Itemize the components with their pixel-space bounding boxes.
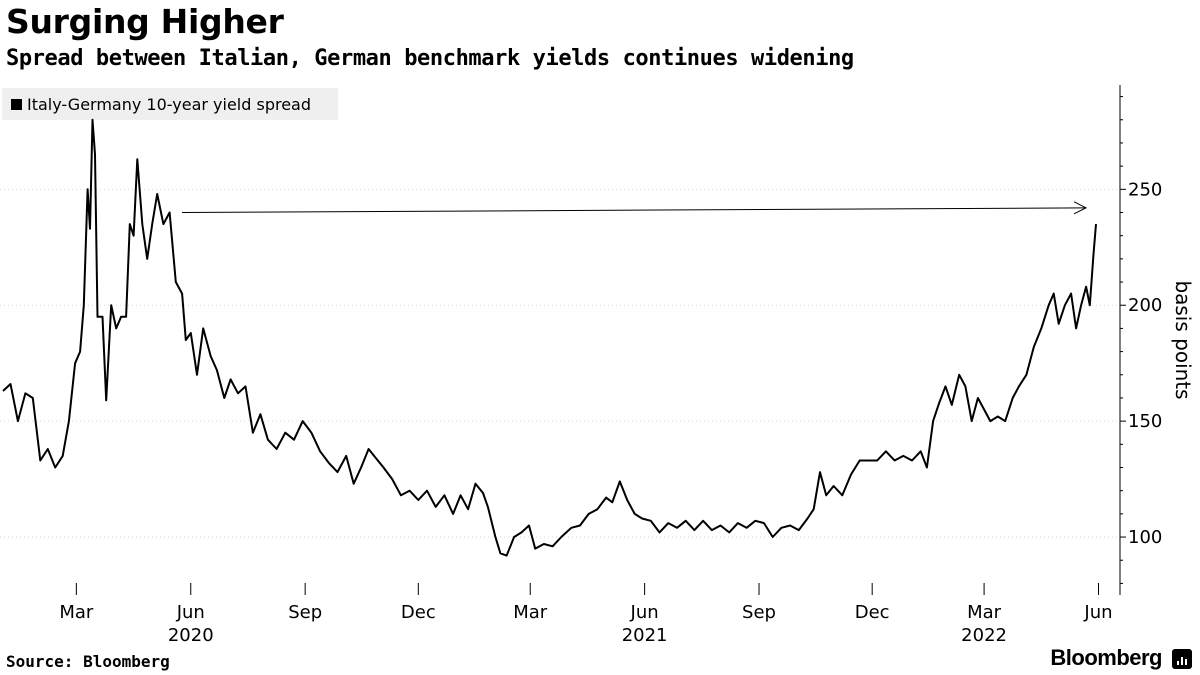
y-tick-label: 250 xyxy=(1128,179,1162,200)
annotation-arrow-line xyxy=(182,207,1087,213)
brand-name: Bloomberg xyxy=(1050,645,1162,670)
x-tick-label: Mar xyxy=(59,602,94,623)
y-axis-title: basis points xyxy=(1171,280,1195,399)
x-year-label: 2022 xyxy=(961,625,1007,646)
chart-title: Surging Higher xyxy=(6,2,284,41)
bloomberg-logo-icon xyxy=(1172,649,1192,669)
x-tick-label: Mar xyxy=(967,602,1002,623)
series-line xyxy=(2,118,1097,557)
y-tick-label: 100 xyxy=(1128,527,1162,548)
x-tick-label: Sep xyxy=(288,602,322,623)
series-group xyxy=(2,118,1097,557)
chart-subtitle: Spread between Italian, German benchmark… xyxy=(6,46,854,71)
x-tick-label: Jun xyxy=(176,602,205,623)
x-tick-label: Sep xyxy=(742,602,776,623)
annotation-arrow-head xyxy=(1073,201,1088,215)
x-tick-label: Jun xyxy=(630,602,659,623)
x-tick-label: Jun xyxy=(1083,602,1112,623)
x-tick-label: Mar xyxy=(513,602,548,623)
x-year-label: 2020 xyxy=(168,625,214,646)
y-tick-label: 200 xyxy=(1128,295,1162,316)
legend: Italy-Germany 10-year yield spread xyxy=(2,88,338,120)
x-tick-label: Dec xyxy=(401,602,436,623)
y-tick-label: 150 xyxy=(1128,411,1162,432)
y-axis: 100 150 200 250 xyxy=(0,85,1162,595)
annotation-group xyxy=(182,201,1088,215)
x-year-label: 2021 xyxy=(622,625,668,646)
legend-label: Italy-Germany 10-year yield spread xyxy=(27,94,312,114)
source-note: Source: Bloomberg xyxy=(6,652,170,671)
legend-swatch xyxy=(11,98,22,110)
x-tick-label: Dec xyxy=(855,602,890,623)
